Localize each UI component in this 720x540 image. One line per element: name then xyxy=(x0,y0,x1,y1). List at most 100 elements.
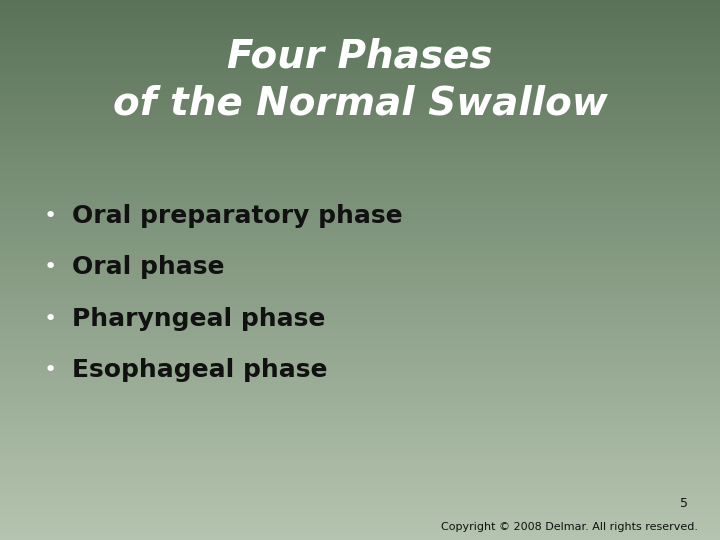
Bar xyxy=(0,524,720,526)
Bar xyxy=(0,138,720,140)
Bar xyxy=(0,297,720,300)
Bar xyxy=(0,381,720,383)
Bar xyxy=(0,22,720,24)
Bar xyxy=(0,46,720,49)
Bar xyxy=(0,27,720,30)
Bar xyxy=(0,167,720,170)
Bar xyxy=(0,483,720,486)
Bar xyxy=(0,513,720,516)
Bar xyxy=(0,40,720,43)
Bar xyxy=(0,321,720,324)
Bar xyxy=(0,340,720,343)
Bar xyxy=(0,116,720,119)
Bar xyxy=(0,248,720,251)
Bar xyxy=(0,392,720,394)
Bar xyxy=(0,259,720,262)
Bar xyxy=(0,154,720,157)
Bar xyxy=(0,302,720,305)
Bar xyxy=(0,475,720,478)
Bar xyxy=(0,413,720,416)
Bar xyxy=(0,5,720,8)
Text: •: • xyxy=(44,360,57,380)
Bar xyxy=(0,356,720,359)
Bar xyxy=(0,251,720,254)
Bar xyxy=(0,3,720,5)
Bar xyxy=(0,370,720,373)
Bar xyxy=(0,416,720,418)
Bar xyxy=(0,508,720,510)
Bar xyxy=(0,346,720,348)
Bar xyxy=(0,486,720,489)
Bar xyxy=(0,459,720,462)
Bar xyxy=(0,292,720,294)
Bar xyxy=(0,170,720,173)
Text: Pharyngeal phase: Pharyngeal phase xyxy=(72,307,325,330)
Bar xyxy=(0,254,720,256)
Bar xyxy=(0,124,720,127)
Bar xyxy=(0,59,720,62)
Bar xyxy=(0,94,720,97)
Bar xyxy=(0,189,720,192)
Bar xyxy=(0,176,720,178)
Bar xyxy=(0,62,720,65)
Bar xyxy=(0,383,720,386)
Bar xyxy=(0,359,720,362)
Bar xyxy=(0,286,720,289)
Bar xyxy=(0,211,720,213)
Text: •: • xyxy=(44,257,57,278)
Bar xyxy=(0,24,720,27)
Bar xyxy=(0,335,720,338)
Bar xyxy=(0,159,720,162)
Bar xyxy=(0,537,720,540)
Bar xyxy=(0,500,720,502)
Bar xyxy=(0,494,720,497)
Bar xyxy=(0,443,720,445)
Bar xyxy=(0,489,720,491)
Bar xyxy=(0,14,720,16)
Bar xyxy=(0,70,720,73)
Bar xyxy=(0,84,720,86)
Bar xyxy=(0,405,720,408)
Bar xyxy=(0,194,720,197)
Bar xyxy=(0,421,720,424)
Bar xyxy=(0,329,720,332)
Bar xyxy=(0,111,720,113)
Bar xyxy=(0,456,720,459)
Bar xyxy=(0,103,720,105)
Bar xyxy=(0,319,720,321)
Bar xyxy=(0,178,720,181)
Bar xyxy=(0,521,720,524)
Bar xyxy=(0,373,720,375)
Bar xyxy=(0,518,720,521)
Bar xyxy=(0,43,720,46)
Bar xyxy=(0,89,720,92)
Bar xyxy=(0,30,720,32)
Bar xyxy=(0,440,720,443)
Bar xyxy=(0,394,720,397)
Bar xyxy=(0,105,720,108)
Bar xyxy=(0,313,720,316)
Bar xyxy=(0,362,720,364)
Bar xyxy=(0,400,720,402)
Bar xyxy=(0,491,720,494)
Bar xyxy=(0,219,720,221)
Bar xyxy=(0,54,720,57)
Bar xyxy=(0,227,720,229)
Bar xyxy=(0,32,720,35)
Bar xyxy=(0,467,720,470)
Bar xyxy=(0,435,720,437)
Bar xyxy=(0,86,720,89)
Bar xyxy=(0,205,720,208)
Bar xyxy=(0,284,720,286)
Bar xyxy=(0,73,720,76)
Bar xyxy=(0,310,720,313)
Bar xyxy=(0,200,720,202)
Bar xyxy=(0,51,720,54)
Bar xyxy=(0,510,720,513)
Bar xyxy=(0,267,720,270)
Bar xyxy=(0,108,720,111)
Bar xyxy=(0,429,720,432)
Bar xyxy=(0,135,720,138)
Bar xyxy=(0,127,720,130)
Bar xyxy=(0,497,720,500)
